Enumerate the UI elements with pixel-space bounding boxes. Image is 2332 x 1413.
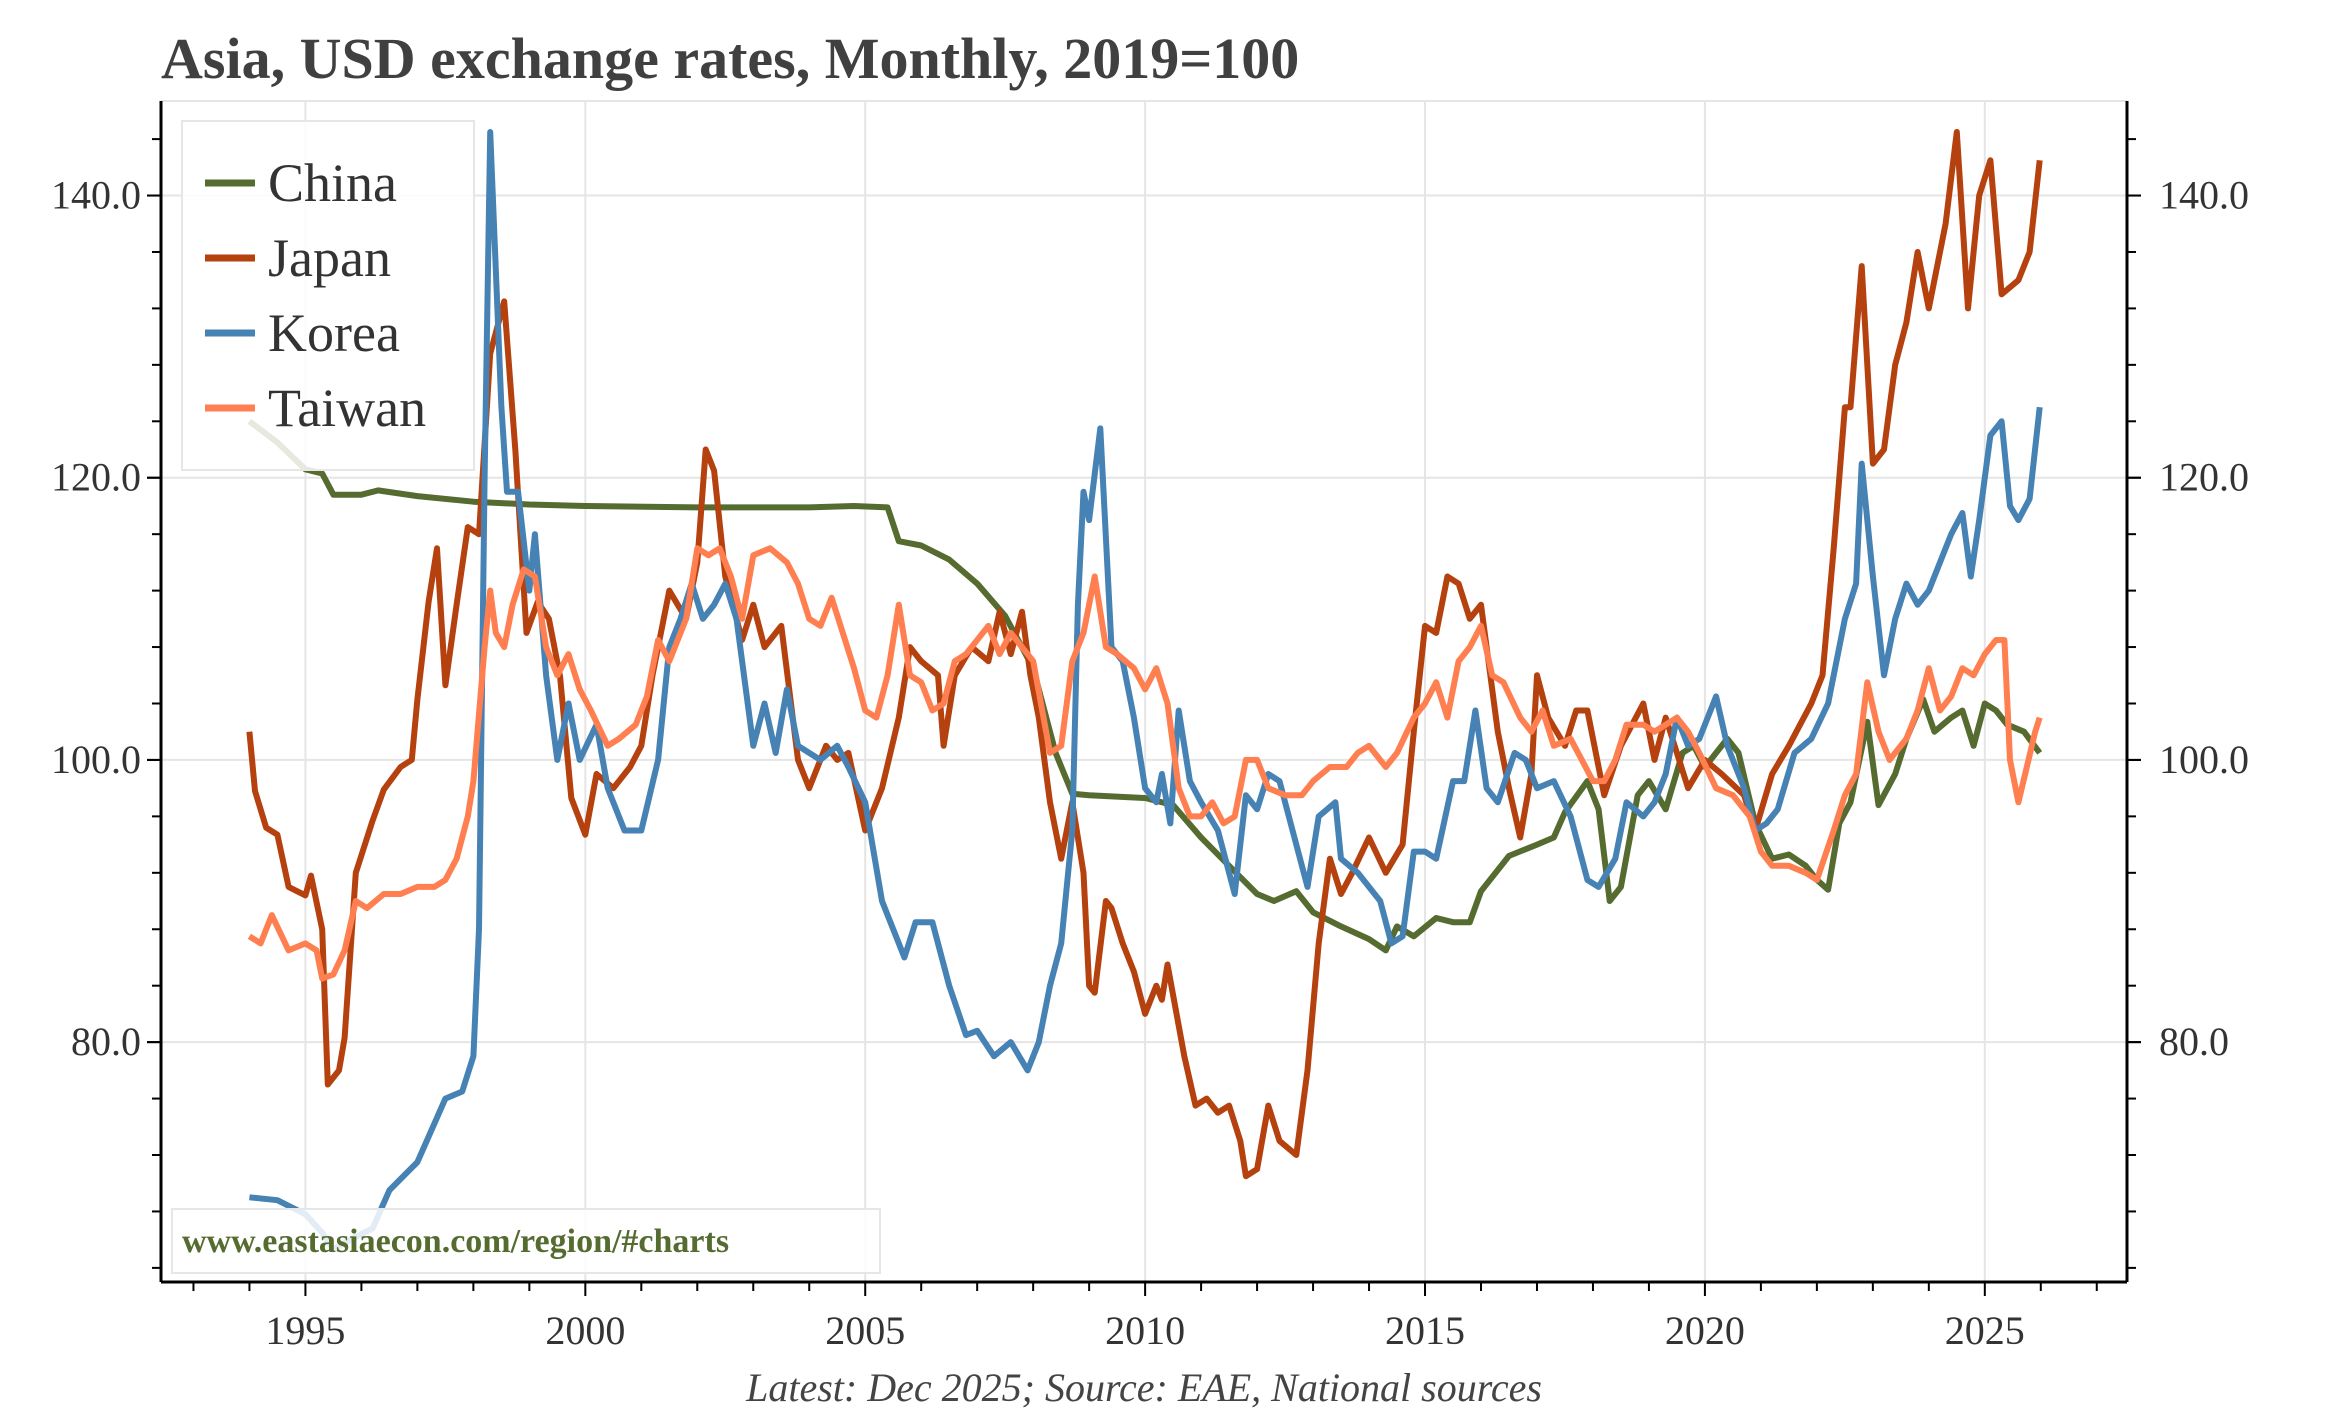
series-line-china bbox=[247, 418, 2043, 954]
x-tick-label: 2015 bbox=[1385, 1308, 1465, 1353]
footer-source: Latest: Dec 2025; Source: EAE, National … bbox=[745, 1365, 1542, 1410]
legend-box bbox=[181, 120, 475, 471]
y-tick-label-left: 120.0 bbox=[51, 455, 141, 500]
y-tick-label-right: 100.0 bbox=[2159, 737, 2249, 782]
axes: 80.0 80.0 100.0 100.0 120.0 120.0 140.0 140.0 19… bbox=[51, 101, 2249, 1353]
y-tick-label-left: 100.0 bbox=[51, 737, 141, 782]
series-lines bbox=[246, 129, 2043, 1253]
x-tick-label: 2005 bbox=[825, 1308, 905, 1353]
legend-label-japan: Japan bbox=[268, 228, 391, 288]
y-tick-label-left: 80.0 bbox=[71, 1019, 141, 1064]
x-tick-label: 2025 bbox=[1945, 1308, 2025, 1353]
y-tick-label-right: 120.0 bbox=[2159, 455, 2249, 500]
y-tick-label-left: 140.0 bbox=[51, 173, 141, 218]
series-line-taiwan bbox=[247, 545, 2043, 982]
legend-label-korea: Korea bbox=[268, 303, 400, 363]
x-tick-label: 2000 bbox=[545, 1308, 625, 1353]
series-line-japan bbox=[246, 129, 2043, 1180]
watermark-text: www.eastasiaecon.com/region/#charts bbox=[182, 1223, 729, 1260]
y-tick-label-right: 140.0 bbox=[2159, 173, 2249, 218]
y-tick-label-right: 80.0 bbox=[2159, 1019, 2229, 1064]
series-line-korea bbox=[249, 129, 2043, 1253]
x-tick-label: 2020 bbox=[1665, 1308, 1745, 1353]
legend: China Japan Korea Taiwan bbox=[181, 120, 475, 471]
watermark-box bbox=[171, 1208, 881, 1274]
legend-label-china: China bbox=[268, 153, 397, 213]
watermark: www.eastasiaecon.com/region/#charts bbox=[171, 1208, 881, 1274]
chart-title: Asia, USD exchange rates, Monthly, 2019=… bbox=[161, 26, 1299, 91]
legend-label-taiwan: Taiwan bbox=[268, 378, 426, 438]
x-tick-label: 1995 bbox=[265, 1308, 345, 1353]
x-tick-label: 2010 bbox=[1105, 1308, 1185, 1353]
